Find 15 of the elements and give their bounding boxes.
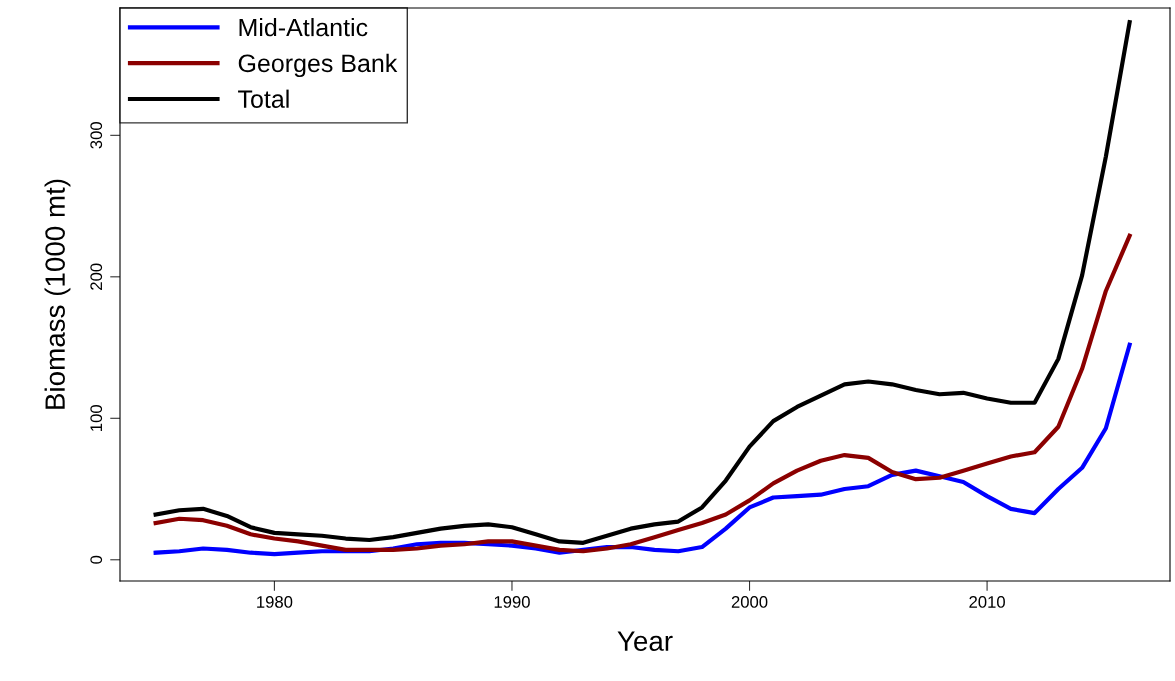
x-tick-label: 1990 (494, 596, 530, 608)
y-tick-label: 200 (90, 263, 103, 290)
legend-label: Mid-Atlantic (239, 18, 368, 37)
legend-label: Georges Bank (238, 53, 398, 78)
y-axis-title: Biomass (1000 mt) (44, 179, 71, 409)
x-tick-label: 1980 (257, 596, 293, 608)
x-tick-label: 2010 (969, 596, 1005, 608)
y-tick-label: 100 (90, 405, 103, 431)
y-tick-label: 300 (90, 122, 103, 149)
line-series (153, 20, 1132, 545)
y-tick-label: 0 (90, 555, 103, 564)
legend-label: Total (238, 89, 289, 108)
line-series (153, 233, 1132, 554)
x-tick-label: 2000 (731, 596, 768, 608)
x-axis-title: Year (617, 631, 673, 651)
